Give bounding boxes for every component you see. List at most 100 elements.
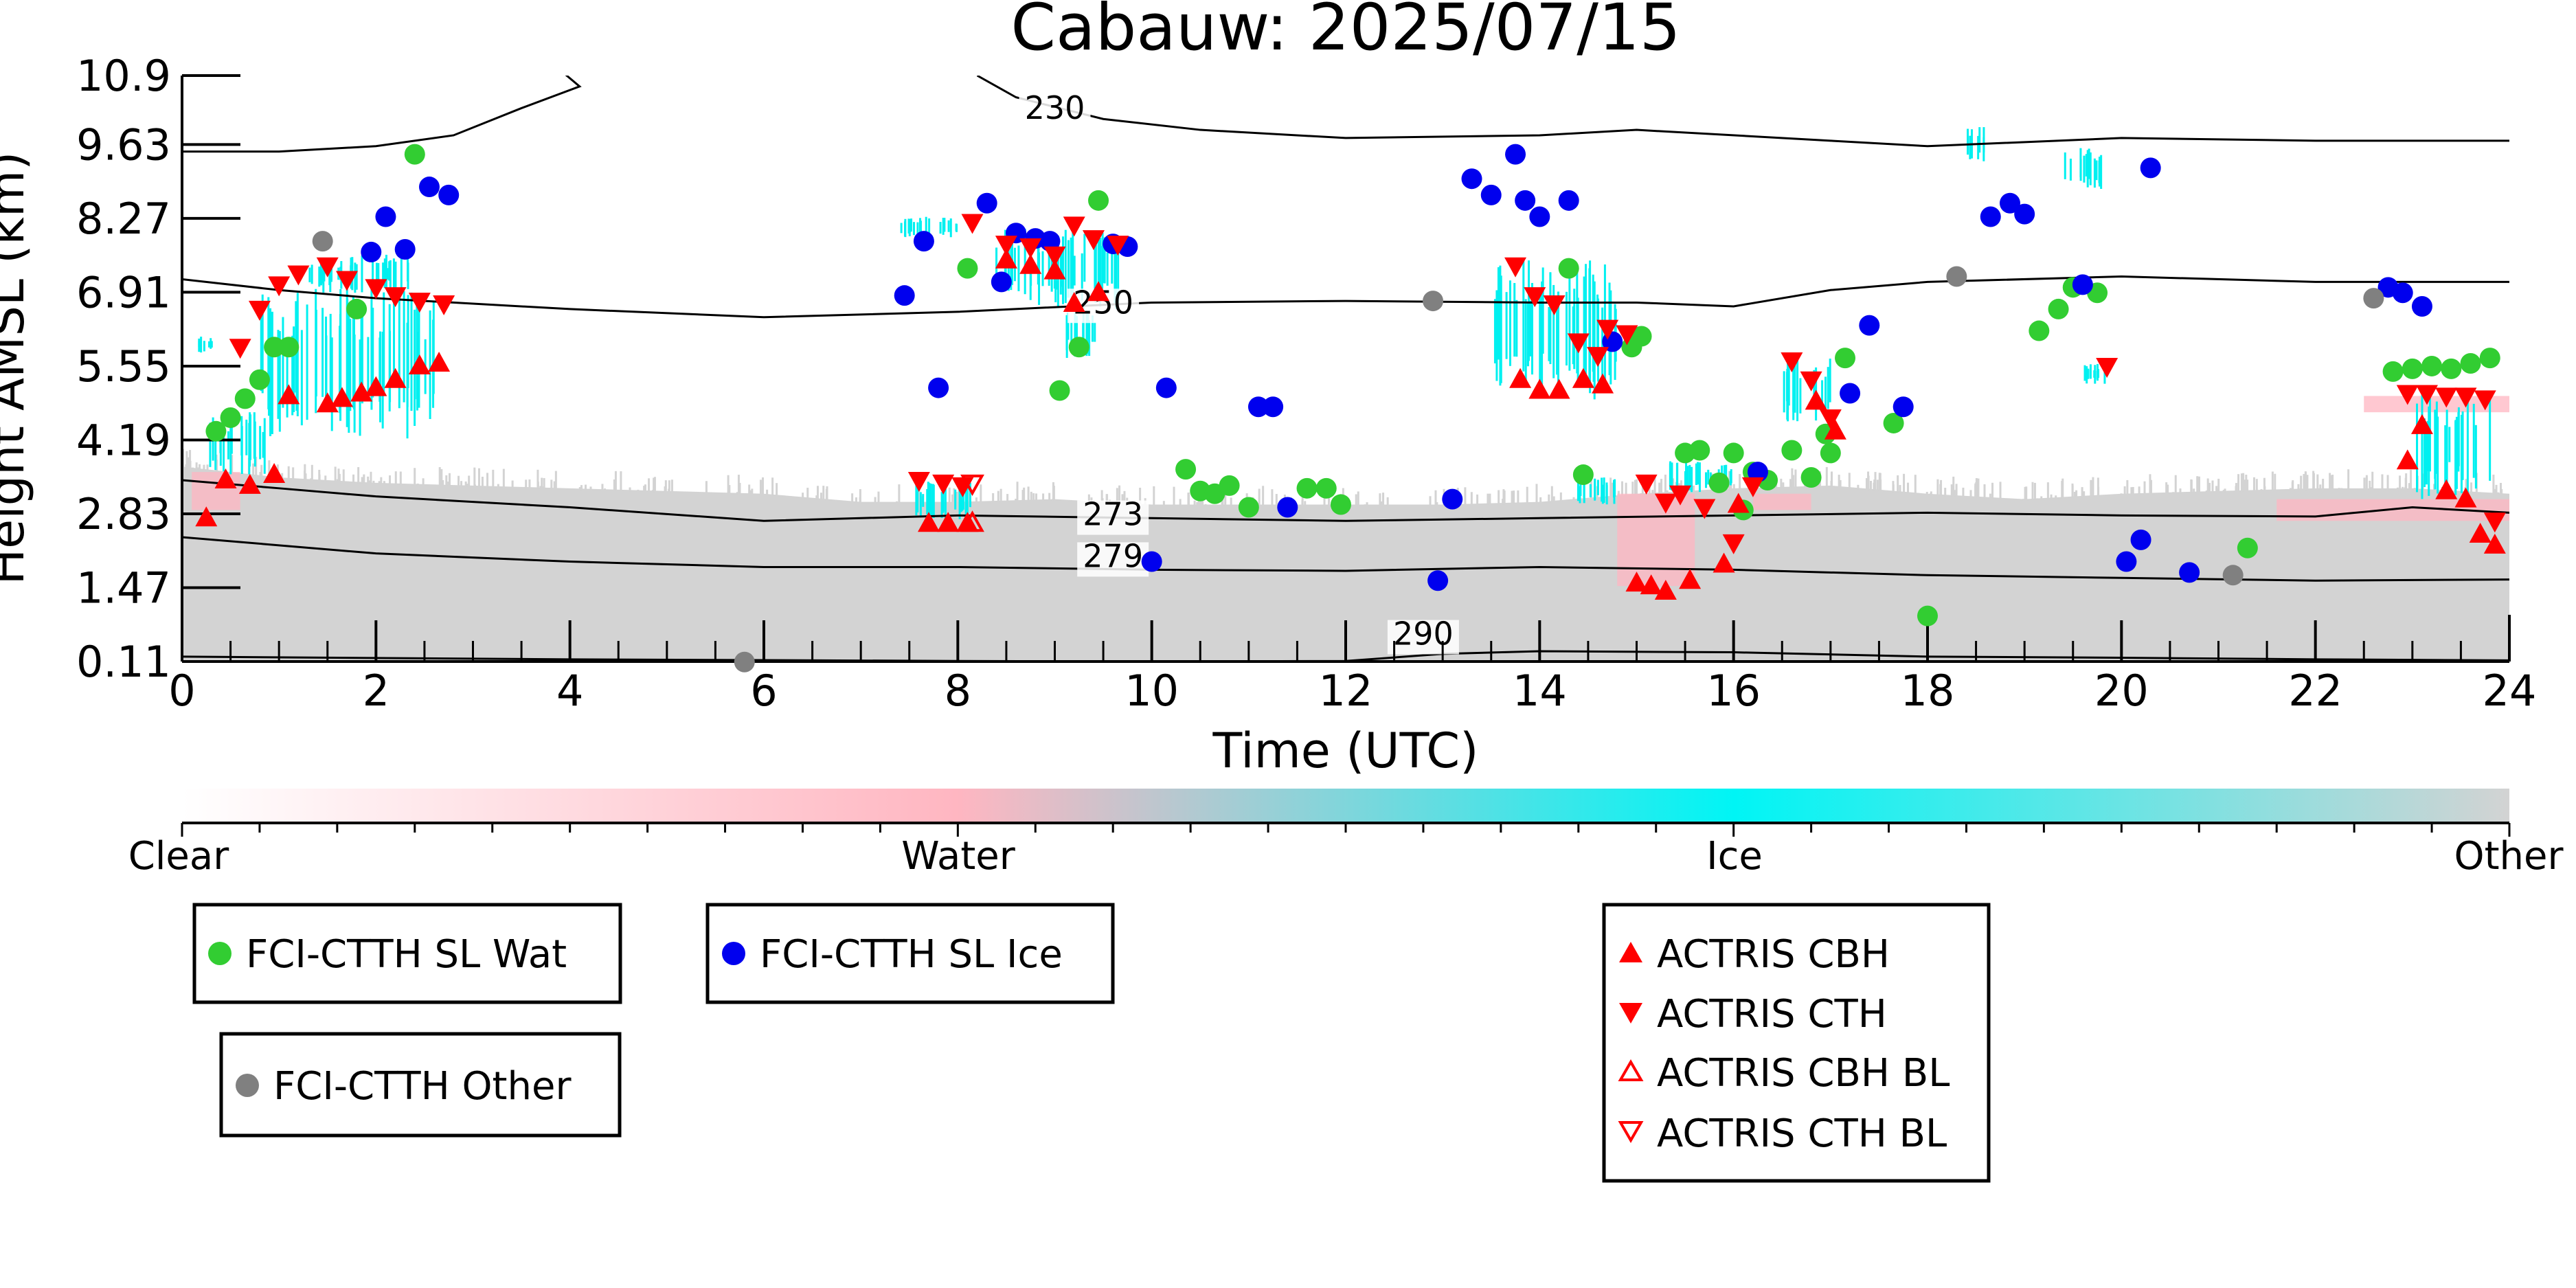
ice-streak bbox=[329, 313, 332, 400]
ice-streak bbox=[392, 302, 395, 387]
other-speck bbox=[1611, 482, 1614, 497]
other-speck bbox=[1123, 490, 1126, 505]
legend-cth-bl-marker bbox=[1618, 1121, 1644, 1144]
ice-streak bbox=[926, 488, 929, 515]
ice-streak bbox=[1106, 252, 1109, 286]
point-actris-cth bbox=[995, 236, 1017, 256]
other-speck bbox=[363, 474, 365, 484]
other-speck bbox=[528, 479, 531, 489]
legend-other-marker bbox=[236, 1074, 259, 1097]
point-actris-cbh bbox=[1679, 569, 1702, 589]
other-speck bbox=[2138, 486, 2140, 495]
ice-streak bbox=[1605, 485, 1608, 505]
ice-streak bbox=[942, 490, 945, 513]
point-fci-ctth-sl-wat bbox=[1049, 380, 1070, 401]
ice-streak bbox=[2421, 394, 2424, 499]
other-speck bbox=[1839, 479, 1842, 488]
ice-streak bbox=[2088, 148, 2090, 179]
ice-streak bbox=[259, 426, 262, 460]
ice-streak bbox=[1583, 484, 1585, 504]
ice-streak bbox=[1007, 248, 1010, 291]
point-actris-cth bbox=[316, 257, 339, 278]
other-speck bbox=[2083, 491, 2086, 497]
point-fci-ctth-sl-wat bbox=[1835, 348, 1856, 369]
other-speck bbox=[1006, 494, 1009, 502]
ice-streak bbox=[253, 421, 256, 467]
ice-streak bbox=[2083, 365, 2086, 381]
other-speck bbox=[855, 497, 857, 503]
ice-streak bbox=[2083, 155, 2086, 183]
point-actris-cbh bbox=[365, 376, 387, 396]
other-speck bbox=[859, 489, 861, 504]
other-speck bbox=[806, 488, 809, 499]
other-speck bbox=[2347, 469, 2350, 490]
ice-streak bbox=[268, 312, 271, 416]
point-actris-cth bbox=[248, 300, 271, 321]
other-speck bbox=[378, 481, 381, 485]
ice-class-region bbox=[198, 127, 2492, 521]
ice-streak bbox=[1495, 290, 1498, 381]
other-speck bbox=[2340, 488, 2343, 490]
ice-streak bbox=[2416, 403, 2419, 493]
ice-streak bbox=[928, 218, 931, 237]
contour-labels: 230 250 273 279 290 bbox=[1019, 89, 1459, 655]
other-speck bbox=[1323, 497, 1326, 506]
ice-streak bbox=[229, 416, 232, 475]
other-speck bbox=[1962, 487, 1965, 497]
other-speck bbox=[231, 455, 234, 474]
point-actris-cth bbox=[2396, 385, 2419, 405]
point-actris-cth bbox=[961, 214, 984, 234]
ice-streak bbox=[1596, 298, 1599, 382]
point-fci-ctth-sl-ice bbox=[375, 206, 396, 227]
point-actris-cth bbox=[2454, 387, 2477, 408]
ice-streak bbox=[1041, 251, 1044, 286]
point-fci-ctth-sl-wat bbox=[1088, 190, 1109, 211]
ice-streak bbox=[382, 262, 385, 282]
other-speck bbox=[2492, 474, 2495, 495]
other-speck bbox=[1030, 491, 1032, 501]
other-speck bbox=[1502, 499, 1504, 505]
other-speck bbox=[2291, 482, 2294, 490]
other-speck bbox=[260, 464, 263, 477]
ice-streak bbox=[1707, 469, 1710, 485]
other-speck bbox=[1179, 499, 1182, 506]
point-fci-ctth-sl-wat bbox=[2029, 320, 2050, 341]
other-speck bbox=[259, 472, 262, 477]
ice-streak bbox=[1500, 275, 1502, 383]
other-speck bbox=[1511, 490, 1513, 504]
x-tick-label: 24 bbox=[2483, 666, 2537, 716]
other-speck bbox=[481, 476, 484, 488]
point-actris-cth bbox=[1107, 236, 1129, 256]
other-speck bbox=[2396, 487, 2399, 490]
contour-label-bg bbox=[1077, 500, 1149, 535]
ice-streak bbox=[928, 483, 931, 519]
other-speck bbox=[189, 460, 192, 469]
point-actris-cbh bbox=[1019, 253, 1042, 274]
point-fci-ctth-sl-ice bbox=[1747, 462, 1768, 483]
other-speck bbox=[1774, 484, 1777, 489]
point-actris-cbh bbox=[1727, 493, 1750, 513]
other-speck bbox=[287, 466, 290, 479]
other-speck bbox=[1782, 482, 1785, 488]
ice-streak bbox=[1549, 273, 1552, 360]
ice-streak bbox=[939, 222, 942, 234]
other-speck bbox=[748, 484, 751, 495]
ice-streak bbox=[1579, 484, 1582, 496]
other-speck bbox=[195, 462, 198, 470]
other-speck bbox=[440, 468, 443, 486]
other-speck bbox=[1032, 493, 1035, 501]
ice-streak bbox=[293, 326, 295, 412]
other-speck bbox=[438, 467, 441, 486]
point-fci-ctth-sl-ice bbox=[1141, 551, 1162, 572]
other-speck bbox=[2179, 488, 2182, 494]
other-speck bbox=[2494, 488, 2496, 495]
other-speck bbox=[539, 486, 542, 489]
x-tick-label: 20 bbox=[2094, 666, 2149, 716]
ice-streak bbox=[1037, 248, 1039, 285]
point-actris-cbh bbox=[428, 351, 451, 372]
point-fci-ctth-sl-wat bbox=[205, 420, 227, 442]
ice-streak bbox=[271, 311, 273, 434]
ice-streak bbox=[1829, 359, 1831, 403]
other-speck bbox=[1789, 479, 1792, 488]
ice-streak bbox=[1505, 292, 1508, 359]
